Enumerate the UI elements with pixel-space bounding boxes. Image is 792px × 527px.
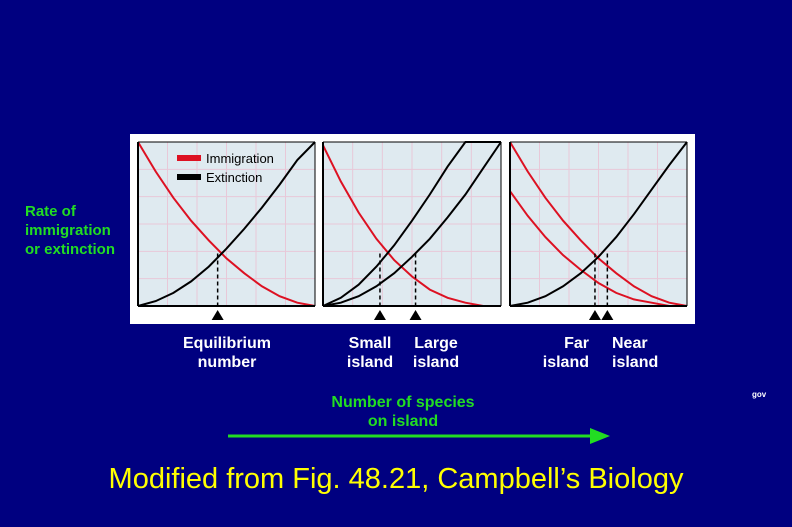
caption-line: island: [612, 354, 659, 371]
source-caption: Modified from Fig. 48.21, Campbell’s Bio…: [108, 463, 684, 495]
caption-line: Near: [612, 335, 648, 352]
extinction-curve: [322, 141, 502, 307]
extinction-curve: [137, 141, 316, 307]
caption-line: island: [412, 354, 460, 371]
legend-swatch: [177, 174, 201, 180]
legend-label: Extinction: [206, 170, 262, 185]
caption-equilibrium: Equilibrium number: [171, 334, 283, 372]
y-axis-label: Rate of immigration or extinction: [25, 202, 115, 259]
caption-line: Small: [348, 335, 392, 352]
immigration-curve: [137, 141, 316, 307]
equilibrium-marker: [373, 310, 386, 320]
equilibrium-marker: [588, 310, 601, 320]
legend-label: Immigration: [206, 151, 274, 166]
caption-far-island: Far island: [533, 334, 589, 372]
y-axis-label-line: or extinction: [25, 241, 116, 258]
caption-near-island: Near island: [612, 334, 672, 372]
caption-line: island: [346, 354, 394, 371]
caption-line: Far: [564, 335, 589, 352]
caption-small-island: Small island: [340, 334, 400, 372]
immigration-curve: [509, 190, 687, 307]
island-biogeography-figure: Immigration Extinction: [130, 134, 695, 324]
immigration-curve: [509, 141, 688, 307]
extinction-curve: [509, 141, 688, 307]
caption-large-island: Large island: [406, 334, 466, 372]
y-axis-label-line: Rate of: [25, 203, 76, 220]
x-axis-arrow: [228, 428, 610, 444]
equilibrium-marker: [601, 310, 614, 320]
caption-line: Large: [414, 335, 458, 352]
corner-text: gov: [752, 390, 767, 399]
arrow-head: [590, 428, 610, 444]
x-axis-label-line: Number of species: [331, 394, 475, 411]
equilibrium-marker: [211, 310, 224, 320]
immigration-curve: [322, 144, 501, 307]
caption-line: number: [197, 354, 257, 371]
y-axis-label-line: immigration: [25, 222, 111, 239]
x-axis-label: Number of species on island: [303, 393, 503, 431]
x-axis-label-line: on island: [367, 413, 439, 430]
caption-line: island: [542, 354, 589, 371]
equilibrium-marker: [409, 310, 422, 320]
caption-line: Equilibrium: [183, 335, 271, 352]
legend-swatch: [177, 155, 201, 161]
